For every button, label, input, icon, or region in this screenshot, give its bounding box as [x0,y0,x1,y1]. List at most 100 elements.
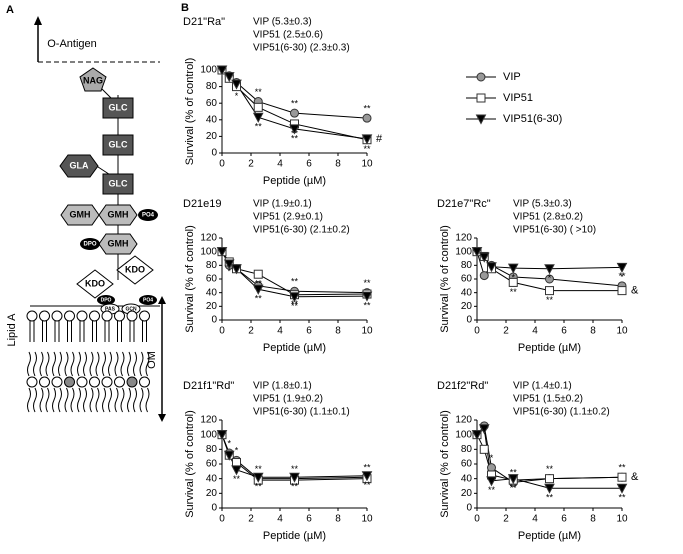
x-tick-label: 10 [361,159,373,170]
x-tick-label: 6 [561,514,567,525]
legend-label: VIP51 [503,92,533,104]
sugar-label: KDO [85,278,105,288]
data-point [223,450,235,461]
y-tick-label: 100 [200,246,217,257]
sugar-label: GLC [109,102,128,112]
lipid-head [64,376,75,388]
data-point [544,483,555,494]
sugar-label: GLA [70,160,89,170]
y-tick-label: 120 [200,233,217,244]
y-tick-label: 40 [461,473,473,484]
y-tick-label: 80 [461,260,473,271]
data-point [616,262,628,273]
lipid-tail [77,387,87,413]
y-tick-label: 0 [211,148,217,159]
data-point [487,463,496,473]
sugar-label: GMH [108,209,129,219]
y-tick-label: 0 [211,315,217,326]
lipid-head [64,310,75,322]
lipid-tail [77,351,87,377]
annotation: VIP51(6-30) (1.1±0.2) [513,407,610,418]
data-point [476,93,486,103]
significance-label: ** [291,133,299,143]
significance-label: ** [510,287,518,297]
significance-label: ** [363,278,371,288]
significance-label: * [511,272,515,282]
data-point [361,291,373,302]
annotation: VIP51 (2.5±0.6) [253,30,323,41]
significance-label: ** [546,295,554,305]
phosphate-label: PO4 [143,297,153,303]
y-tick-label: 60 [206,274,218,285]
x-tick-label: 0 [219,159,225,170]
annotation: VIP51 (1.9±0.2) [253,394,323,405]
y-tick-label: 40 [206,287,218,298]
significance-label: ** [510,468,518,478]
y-tick-label: 120 [455,415,472,426]
x-tick-label: 2 [248,159,254,170]
data-point [545,274,554,284]
annotation: VIP (1.4±0.1) [513,381,572,392]
y-tick-label: 0 [466,315,472,326]
data-point [476,72,486,82]
lipid-tail [114,351,125,377]
significance-label: ** [546,464,554,474]
x-axis-label: Peptide (µM) [263,175,326,187]
sugar-label: GMH [70,209,91,219]
lipid-tail [64,387,75,413]
data-point [216,65,228,76]
significance-label: & [631,285,639,297]
annotation: VIP (5.3±0.3) [253,17,312,28]
x-tick-label: 0 [474,326,480,337]
y-tick-label: 100 [200,429,217,440]
y-tick-label: 60 [206,98,218,109]
data-point [231,465,242,476]
annotation: VIP51(6-30) ( >10) [513,225,596,236]
x-tick-label: 8 [590,326,596,337]
data-point [252,284,264,295]
om-label: OM [146,351,158,369]
x-tick-label: 4 [277,326,283,337]
lipid-tail [64,351,75,377]
phosphate-label: PAS [105,306,116,312]
data-point [545,286,554,296]
x-tick-label: 6 [306,514,312,525]
x-axis-label: Peptide (µM) [263,530,326,542]
lipid-head [51,310,63,322]
data-point [290,108,299,118]
data-point [253,102,263,112]
data-point [231,264,242,275]
y-axis-label: Survival (% of control) [184,410,196,518]
x-tick-label: 10 [361,514,373,525]
x-axis-label: Peptide (µM) [263,342,326,354]
phosphate-label: DPO [101,297,112,303]
significance-label: * [620,272,624,282]
x-tick-label: 10 [616,326,628,337]
data-point [471,247,483,258]
significance-label: ** [618,493,626,503]
data-point [223,72,235,83]
phosphate-label: DPO [83,242,96,248]
chart-title: D21f1"Rd" [183,380,234,392]
y-tick-label: 100 [455,246,472,257]
sugar-label: GLC [109,139,128,149]
significance-label: * [227,438,231,448]
x-tick-label: 6 [561,326,567,337]
x-tick-label: 4 [532,514,538,525]
data-point [479,271,489,281]
significance-label: ** [255,294,263,304]
data-point [362,113,372,123]
lipid-tail [139,387,150,413]
y-tick-label: 20 [206,488,218,499]
data-point [544,264,555,275]
lipid-tail [102,351,112,377]
data-point [478,252,490,263]
lipid-tail [39,387,50,413]
significance-label: ** [510,483,518,493]
x-tick-label: 2 [503,514,509,525]
y-tick-label: 100 [200,65,217,76]
data-point [232,458,241,468]
annotation: VIP51(6-30) (1.1±0.1) [253,407,350,418]
data-point [471,430,483,441]
lipid-head [26,310,38,322]
